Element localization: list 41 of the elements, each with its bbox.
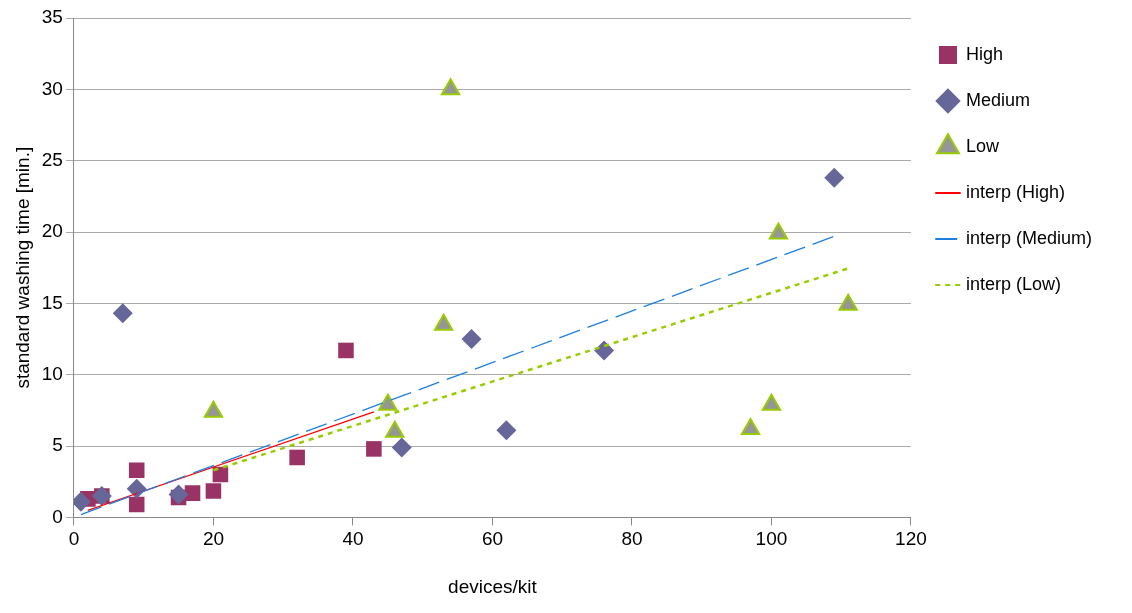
- x-tick-label: 100: [755, 528, 788, 550]
- y-tick-label: 35: [41, 6, 63, 28]
- point: [128, 462, 145, 479]
- point: [126, 478, 147, 499]
- point: [461, 329, 482, 350]
- point: [391, 437, 412, 458]
- y-tick-label: 5: [52, 434, 63, 456]
- point: [205, 483, 222, 499]
- point: [338, 342, 354, 359]
- legend-label: Medium: [965, 89, 1030, 110]
- point: [289, 449, 305, 466]
- legend-label: interp (High): [965, 181, 1066, 202]
- point: [366, 441, 382, 457]
- y-tick-label: 0: [52, 505, 63, 527]
- x-tick-label: 20: [202, 528, 225, 550]
- point: [433, 313, 454, 331]
- x-tick-label: 120: [895, 528, 927, 550]
- point: [440, 78, 461, 96]
- point: [824, 167, 845, 188]
- x-tick-label: 0: [68, 528, 80, 550]
- y-tick-label: 10: [41, 362, 63, 384]
- legend-label: interp (Low): [965, 273, 1062, 294]
- legend-label: interp (Medium): [965, 227, 1093, 248]
- point: [112, 303, 133, 324]
- y-tick-label: 20: [41, 220, 63, 242]
- y-tick-label: 25: [41, 148, 63, 170]
- x-tick-label: 60: [481, 528, 504, 550]
- x-tick-label: 80: [621, 528, 643, 550]
- point: [838, 293, 858, 311]
- legend-label: Low: [965, 135, 1000, 156]
- point: [184, 485, 201, 501]
- x-tick-label: 40: [342, 528, 364, 550]
- point: [128, 496, 145, 513]
- y-axis-title: standard washing time [min.]: [11, 146, 33, 389]
- point: [496, 420, 517, 441]
- point: [768, 222, 789, 240]
- y-tick-label: 15: [41, 291, 63, 313]
- y-tick-label: 30: [41, 77, 63, 99]
- legend-label: High: [965, 43, 1003, 64]
- x-axis-title: devices/kit: [448, 575, 538, 597]
- point: [168, 484, 189, 505]
